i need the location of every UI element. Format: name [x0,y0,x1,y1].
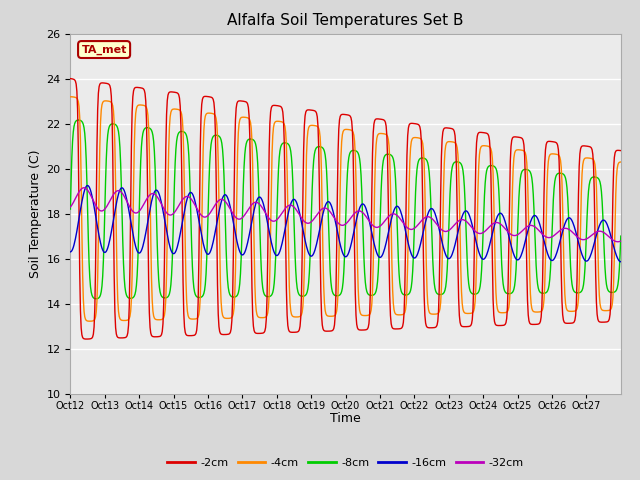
X-axis label: Time: Time [330,412,361,425]
Title: Alfalfa Soil Temperatures Set B: Alfalfa Soil Temperatures Set B [227,13,464,28]
Legend: -2cm, -4cm, -8cm, -16cm, -32cm: -2cm, -4cm, -8cm, -16cm, -32cm [163,453,529,472]
Y-axis label: Soil Temperature (C): Soil Temperature (C) [29,149,42,278]
Text: TA_met: TA_met [81,44,127,55]
